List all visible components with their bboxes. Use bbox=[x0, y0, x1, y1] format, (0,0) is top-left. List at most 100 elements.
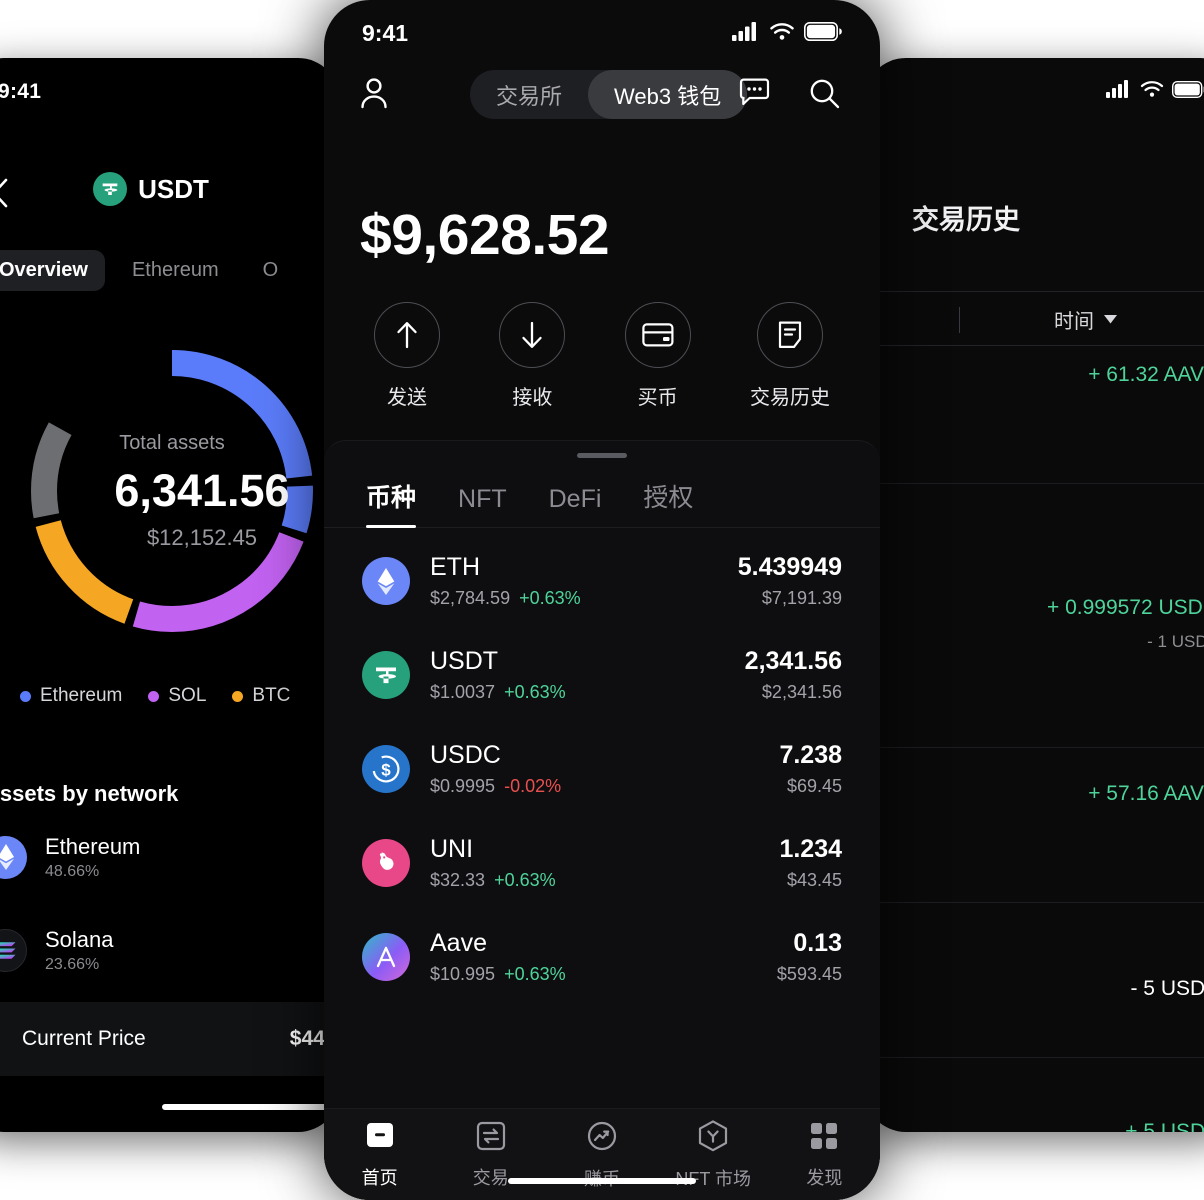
battery-icon bbox=[1172, 80, 1204, 98]
segment-exchange[interactable]: 交易所 bbox=[496, 83, 563, 109]
tx-amount: + 5 USDT bbox=[1125, 1120, 1204, 1132]
list-item[interactable]: ETH $2,784.59 +0.63% 5.439949 $7,191.39 bbox=[324, 534, 880, 628]
left-status-time: 9:41 bbox=[0, 80, 42, 103]
right-filter-bar: 时间 bbox=[864, 291, 1204, 346]
nav-label-discover: 发现 bbox=[806, 1167, 843, 1188]
list-item[interactable]: Aave $10.995 +0.63% 0.13 $593.45 bbox=[324, 910, 880, 1004]
person-icon[interactable] bbox=[358, 76, 390, 115]
tx-amount: + 57.16 AAVE bbox=[1088, 782, 1204, 805]
network-row-ethereum[interactable]: Ethereum 48.66% bbox=[0, 834, 140, 881]
token-symbol: USDC bbox=[430, 741, 501, 770]
cellular-icon bbox=[732, 22, 756, 41]
tab-overview[interactable]: Overview bbox=[0, 250, 105, 291]
token-quantity: 0.13 bbox=[793, 929, 842, 958]
left-phone-usdt-detail: 9:41 USDT Overview Ethereum O bbox=[0, 58, 340, 1132]
tab-defi[interactable]: DeFi bbox=[548, 485, 602, 513]
list-item[interactable]: USDT $1.0037 +0.63% 2,341.56 $2,341.56 bbox=[324, 628, 880, 722]
tab-approvals[interactable]: 授权 bbox=[643, 484, 694, 512]
list-item[interactable]: $ USDC $0.9995 -0.02% 7.238 $69.45 bbox=[324, 722, 880, 816]
action-label-receive: 接收 bbox=[512, 387, 553, 409]
table-row[interactable]: + 0.999572 USDC - 1 USDT bbox=[864, 484, 1204, 748]
token-quantity: 1.234 bbox=[779, 835, 842, 864]
message-icon[interactable] bbox=[739, 78, 770, 112]
token-quantity: 5.439949 bbox=[737, 553, 842, 582]
token-value: $69.45 bbox=[786, 775, 842, 796]
action-buy[interactable]: 买币 bbox=[624, 302, 691, 410]
token-value: $7,191.39 bbox=[761, 587, 842, 608]
token-price: $10.995 bbox=[430, 963, 496, 984]
right-status-icons bbox=[1106, 80, 1204, 98]
network-name-solana: Solana bbox=[45, 927, 114, 952]
table-row[interactable]: + 57.16 AAVE bbox=[864, 748, 1204, 903]
token-symbol: Aave bbox=[430, 929, 487, 958]
wallet-balance: $9,628.52 bbox=[360, 203, 610, 267]
card-icon bbox=[624, 302, 691, 368]
discover-icon bbox=[808, 1120, 840, 1157]
arrow-down-icon bbox=[499, 302, 566, 368]
token-change: +0.63% bbox=[519, 587, 581, 608]
tab-ethereum[interactable]: Ethereum bbox=[131, 259, 219, 281]
bottom-navigation: 首页 交易 赚币 bbox=[324, 1108, 880, 1200]
action-send[interactable]: 发送 bbox=[374, 302, 440, 410]
nav-item-discover[interactable]: 发现 bbox=[769, 1120, 880, 1190]
nav-item-trade[interactable]: 交易 bbox=[435, 1120, 546, 1190]
tab-tokens[interactable]: 币种 bbox=[366, 478, 417, 528]
nav-label-home: 首页 bbox=[361, 1167, 398, 1188]
token-price: $1.0037 bbox=[430, 681, 496, 702]
donut-slice-other bbox=[31, 350, 313, 632]
svg-text:$: $ bbox=[381, 760, 391, 779]
solana-icon bbox=[0, 928, 27, 972]
token-symbol: ETH bbox=[430, 553, 480, 582]
tab-other[interactable]: O bbox=[262, 259, 279, 281]
action-receive[interactable]: 接收 bbox=[499, 302, 566, 410]
tx-amount: + 61.32 AAVE bbox=[1088, 363, 1204, 386]
ethereum-icon bbox=[0, 835, 27, 879]
legend-label-ethereum: Ethereum bbox=[40, 685, 123, 706]
back-chevron-left-icon[interactable] bbox=[0, 172, 18, 214]
segment-web3-wallet[interactable]: Web3 钱包 bbox=[588, 70, 748, 119]
action-label-history: 交易历史 bbox=[749, 387, 830, 409]
donut-center-label: Total assets bbox=[119, 432, 225, 454]
sheet-grabber[interactable] bbox=[577, 453, 627, 458]
list-item[interactable]: UNI $32.33 +0.63% 1.234 $43.45 bbox=[324, 816, 880, 910]
tether-icon bbox=[362, 651, 410, 699]
wifi-icon bbox=[1140, 81, 1164, 97]
donut-slice-sol bbox=[31, 350, 313, 632]
donut-center-sub: $12,152.45 bbox=[146, 525, 258, 550]
uniswap-icon bbox=[362, 839, 410, 887]
cellular-icon bbox=[1106, 80, 1128, 98]
token-price: $2,784.59 bbox=[430, 587, 511, 608]
tab-nft[interactable]: NFT bbox=[458, 485, 507, 513]
ethereum-icon bbox=[362, 557, 410, 605]
center-header: 交易所 Web3 钱包 bbox=[324, 62, 880, 136]
left-home-indicator bbox=[162, 1104, 340, 1110]
action-history[interactable]: 交易历史 bbox=[750, 302, 830, 410]
left-navbar: USDT bbox=[0, 166, 340, 224]
center-home-indicator bbox=[508, 1178, 696, 1184]
network-name-ethereum: Ethereum bbox=[45, 834, 141, 859]
table-row[interactable]: + 61.32 AAVE bbox=[864, 347, 1204, 484]
token-change: +0.63% bbox=[504, 963, 566, 984]
table-row[interactable]: + 5 USDT ba86 bbox=[864, 1058, 1204, 1132]
nav-item-home[interactable]: 首页 bbox=[324, 1120, 435, 1190]
network-row-solana[interactable]: Solana 23.66% bbox=[0, 927, 114, 974]
search-icon[interactable] bbox=[809, 78, 840, 114]
token-symbol: UNI bbox=[430, 835, 474, 864]
usdc-icon: $ bbox=[362, 745, 410, 793]
network-pct-solana: 23.66% bbox=[45, 955, 100, 973]
tx-subamount: - 1 USDT bbox=[1147, 632, 1204, 651]
center-status-icons bbox=[732, 22, 842, 41]
wifi-icon bbox=[770, 23, 794, 40]
tx-amount: - 5 USDT bbox=[1130, 977, 1204, 1000]
token-quantity: 2,341.56 bbox=[744, 647, 842, 676]
document-icon bbox=[756, 302, 823, 368]
token-list: ETH $2,784.59 +0.63% 5.439949 $7,191.39 bbox=[324, 528, 880, 1108]
left-current-price-bar: Current Price $44,12 bbox=[0, 1002, 340, 1076]
home-icon bbox=[363, 1120, 397, 1157]
table-row[interactable]: - 5 USDT 0a bbox=[864, 903, 1204, 1058]
filter-time-dropdown[interactable]: 时间 bbox=[1054, 305, 1117, 334]
legend-dot-ethereum bbox=[20, 690, 31, 702]
assets-donut-chart: Total assets 6,341.56 $12,152.45 bbox=[17, 336, 327, 646]
token-change: +0.63% bbox=[494, 869, 556, 890]
